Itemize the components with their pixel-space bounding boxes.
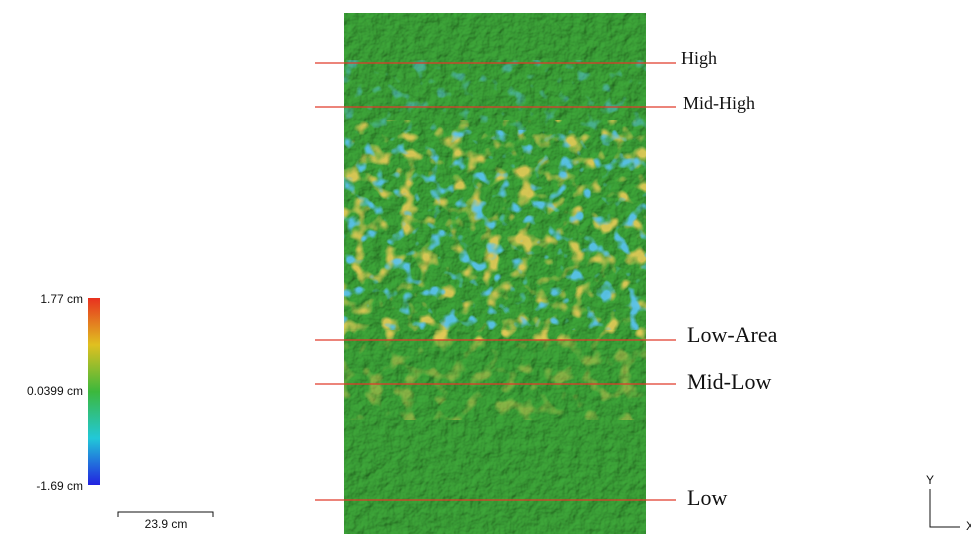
axis-triad bbox=[930, 489, 960, 527]
profile-label: Low bbox=[687, 485, 727, 510]
colorbar-label: 0.0399 cm bbox=[27, 384, 83, 398]
colorbar-label: -1.69 cm bbox=[36, 479, 83, 493]
scale-bar-label: 23.9 cm bbox=[145, 517, 188, 531]
profile-label: Mid-High bbox=[683, 93, 755, 113]
axis-label: Y bbox=[926, 473, 934, 487]
page: {"colorbar": {"max": "1.77 cm", "mid": "… bbox=[0, 0, 971, 534]
surface-map bbox=[344, 13, 646, 534]
colorbar-label: 1.77 cm bbox=[40, 292, 83, 306]
colorbar bbox=[88, 298, 100, 485]
profile-label: Mid-Low bbox=[687, 369, 771, 394]
profile-label: Low-Area bbox=[687, 322, 778, 347]
axis-label: X bbox=[966, 519, 971, 533]
scan-view: High Mid-High Low-Area Mid-Low Low 1.77 … bbox=[0, 0, 971, 534]
profile-label: High bbox=[681, 48, 717, 68]
